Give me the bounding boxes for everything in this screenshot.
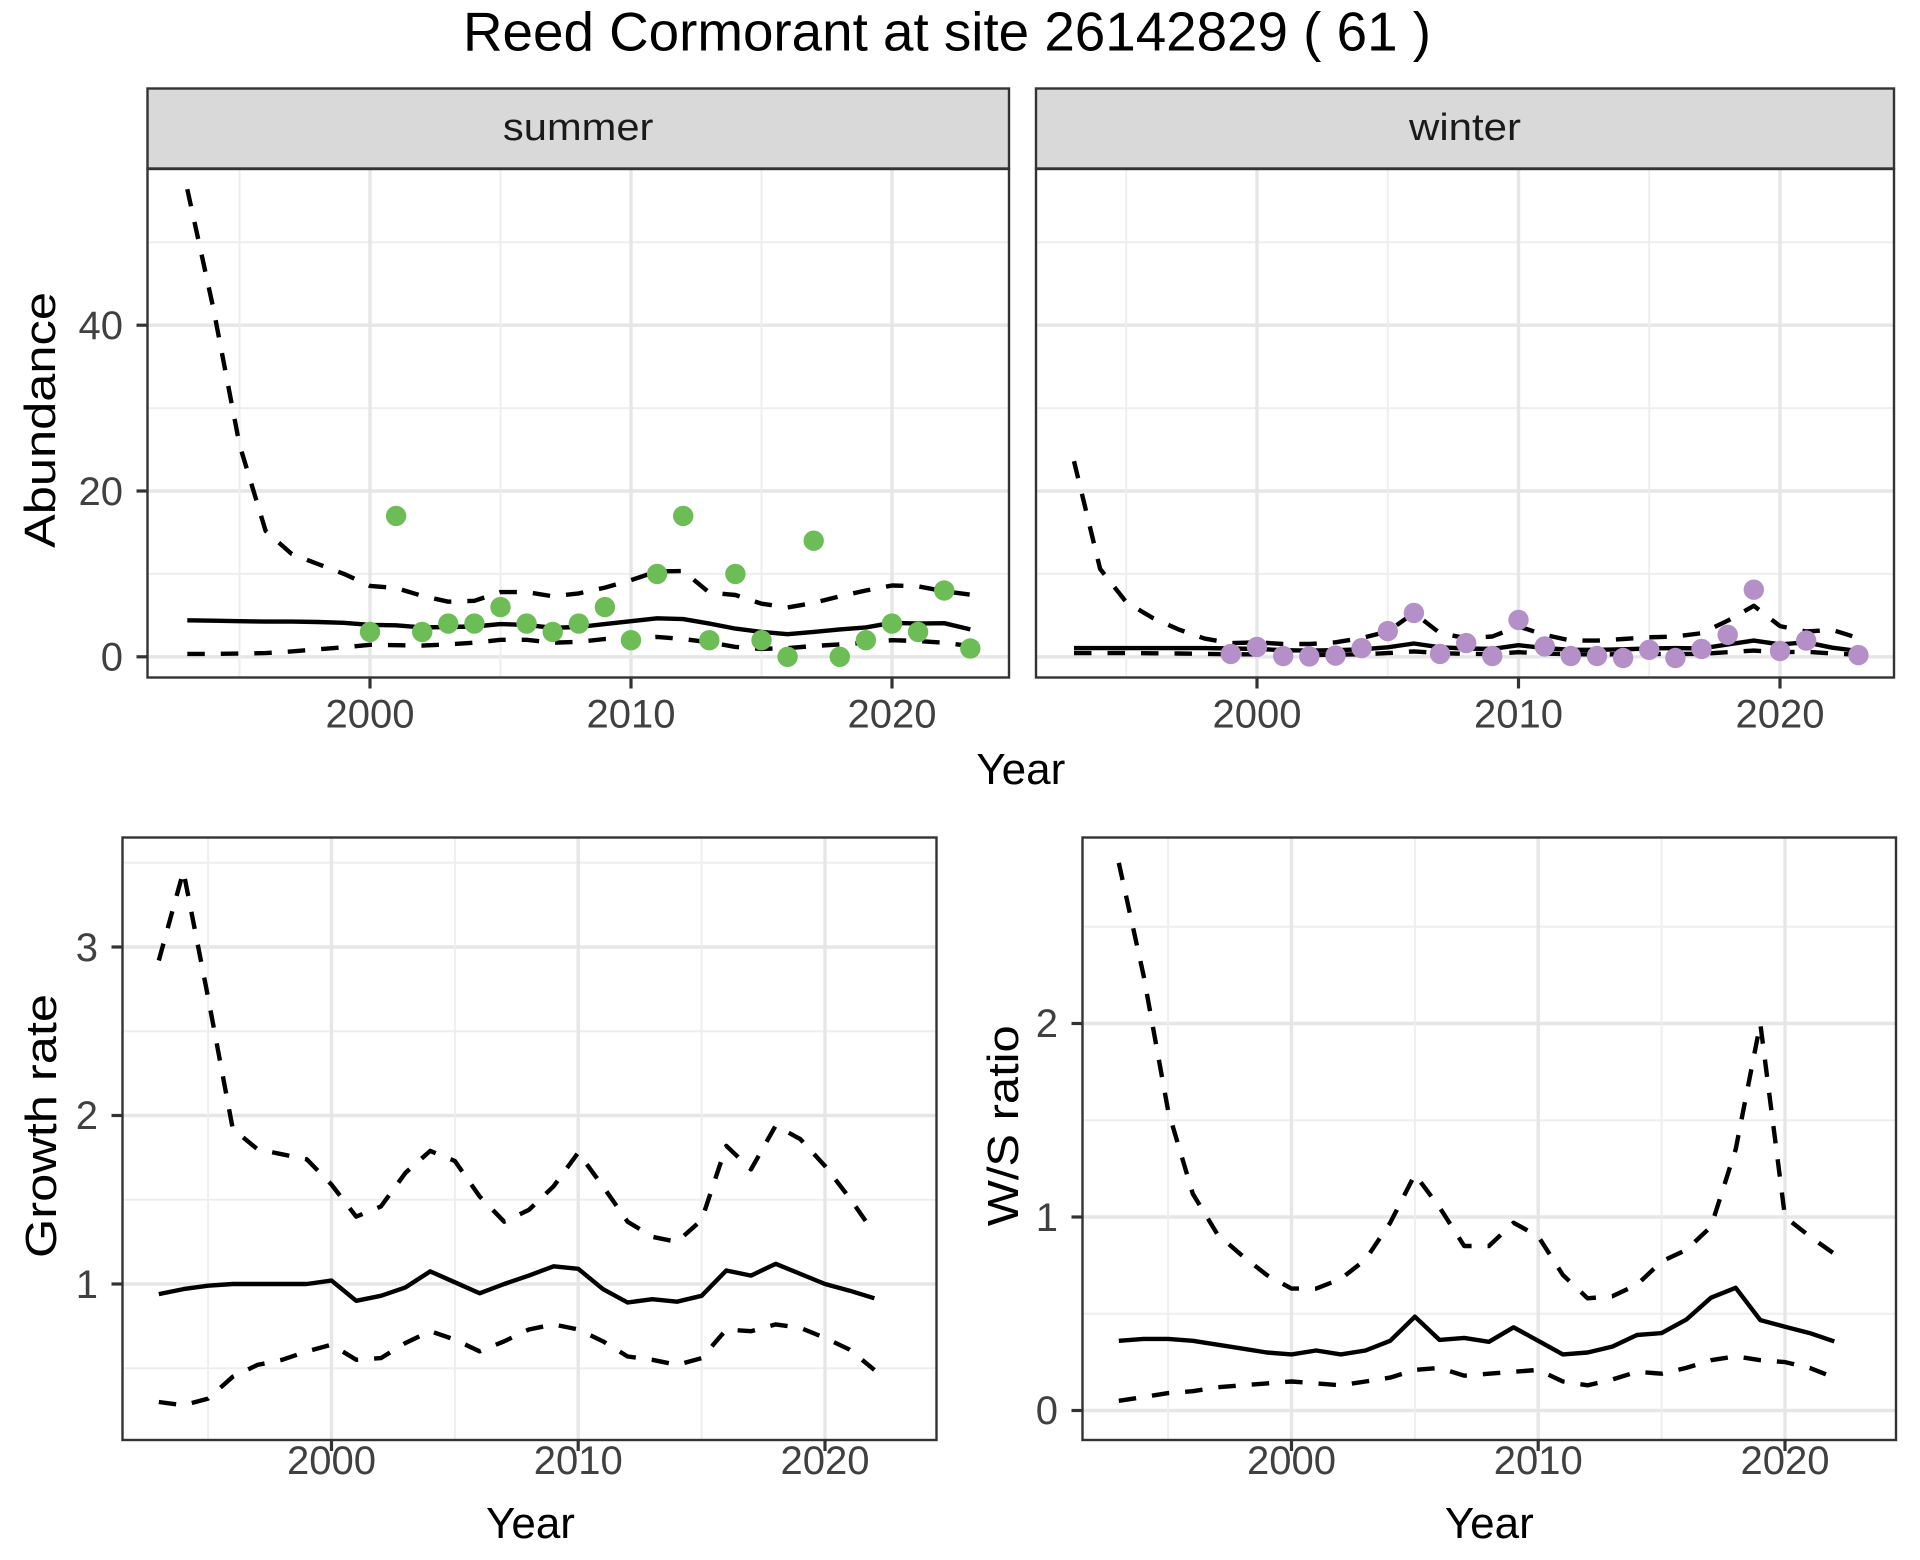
svg-text:Year: Year	[976, 745, 1065, 794]
svg-text:2: 2	[1036, 1002, 1058, 1046]
svg-text:winter: winter	[1408, 107, 1521, 149]
svg-text:Year: Year	[1445, 1499, 1534, 1548]
svg-text:0: 0	[1036, 1389, 1058, 1433]
svg-text:2020: 2020	[1741, 1439, 1830, 1483]
svg-text:2010: 2010	[587, 693, 676, 737]
svg-text:40: 40	[79, 304, 124, 348]
svg-text:2000: 2000	[326, 693, 415, 737]
svg-text:2010: 2010	[1474, 693, 1563, 737]
svg-text:Reed Cormorant at site 2614282: Reed Cormorant at site 26142829 ( 61 )	[463, 2, 1431, 63]
svg-text:2020: 2020	[1736, 693, 1825, 737]
svg-text:summer: summer	[503, 107, 654, 149]
svg-text:1: 1	[76, 1263, 98, 1307]
svg-text:W/S ratio: W/S ratio	[979, 1025, 1028, 1226]
svg-text:0: 0	[101, 636, 123, 680]
svg-text:2: 2	[76, 1094, 98, 1138]
svg-text:2020: 2020	[781, 1439, 870, 1483]
svg-text:3: 3	[76, 926, 98, 970]
svg-text:2010: 2010	[534, 1439, 623, 1483]
svg-text:Growth rate: Growth rate	[17, 994, 66, 1258]
svg-text:2000: 2000	[1247, 1439, 1336, 1483]
svg-text:Year: Year	[486, 1499, 575, 1548]
svg-text:1: 1	[1036, 1196, 1058, 1240]
svg-text:Abundance: Abundance	[16, 292, 65, 548]
svg-text:2000: 2000	[287, 1439, 376, 1483]
svg-text:20: 20	[79, 470, 124, 514]
svg-text:2000: 2000	[1213, 693, 1302, 737]
svg-text:2020: 2020	[848, 693, 937, 737]
svg-text:2010: 2010	[1494, 1439, 1583, 1483]
